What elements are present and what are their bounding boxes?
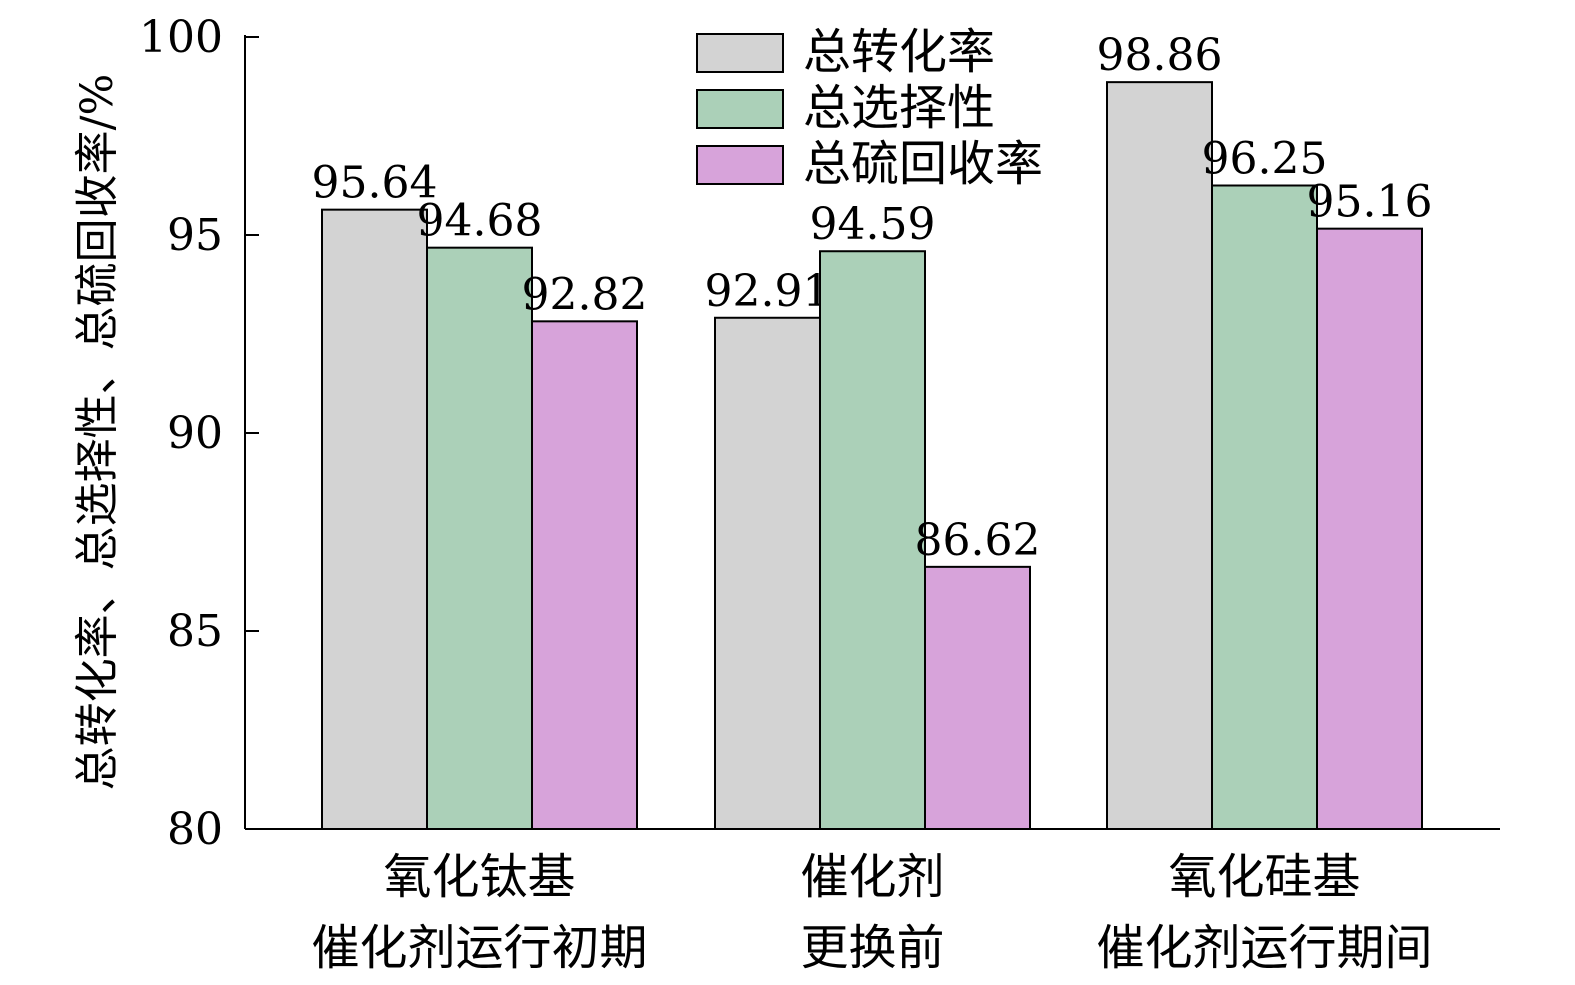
bar [819, 250, 926, 830]
legend-swatch [696, 89, 784, 129]
y-tick-label: 80 [167, 804, 223, 855]
bar [426, 246, 533, 830]
x-category-label: 更换前 [800, 920, 944, 976]
bar-value-label: 94.68 [417, 196, 543, 247]
y-tick-label: 95 [167, 210, 223, 261]
x-category-label: 催化剂运行期间 [1096, 920, 1432, 976]
bar [1106, 81, 1213, 831]
legend-swatch [696, 33, 784, 73]
x-category-label: 氧化硅基 [1168, 849, 1360, 905]
legend-label: 总转化率 [803, 24, 995, 80]
y-tick-label: 90 [167, 408, 223, 459]
bar-value-label: 95.16 [1307, 177, 1433, 228]
x-category-label: 氧化钛基 [383, 849, 575, 905]
bar [714, 316, 821, 830]
y-axis-title: 总转化率、总选择性、总硫回收率/% [72, 74, 123, 791]
plot-area: 80 85 90 95 100 95.64 92.91 98.86 94.68 94.59 96.2… [139, 12, 1500, 976]
bar-value-label: 96.25 [1202, 134, 1328, 185]
bar-value-label: 94.59 [810, 199, 936, 250]
bar [1316, 227, 1423, 830]
y-tick-label: 100 [139, 12, 223, 63]
bar-value-label: 98.86 [1097, 30, 1223, 81]
x-category-label: 催化剂运行初期 [311, 920, 647, 976]
x-category-label: 催化剂 [800, 849, 944, 905]
bar [321, 208, 428, 830]
bar-value-label: 92.82 [522, 269, 648, 320]
bar [1211, 184, 1318, 830]
bar [924, 565, 1031, 831]
y-tick-label: 85 [167, 606, 223, 657]
legend-label: 总硫回收率 [803, 136, 1043, 192]
bar-value-label: 95.64 [312, 158, 438, 209]
bar-value-label: 92.91 [705, 266, 831, 317]
legend-label: 总选择性 [803, 80, 995, 136]
bar [531, 320, 638, 830]
legend-swatch [696, 145, 784, 185]
bar-value-label: 86.62 [915, 515, 1041, 566]
